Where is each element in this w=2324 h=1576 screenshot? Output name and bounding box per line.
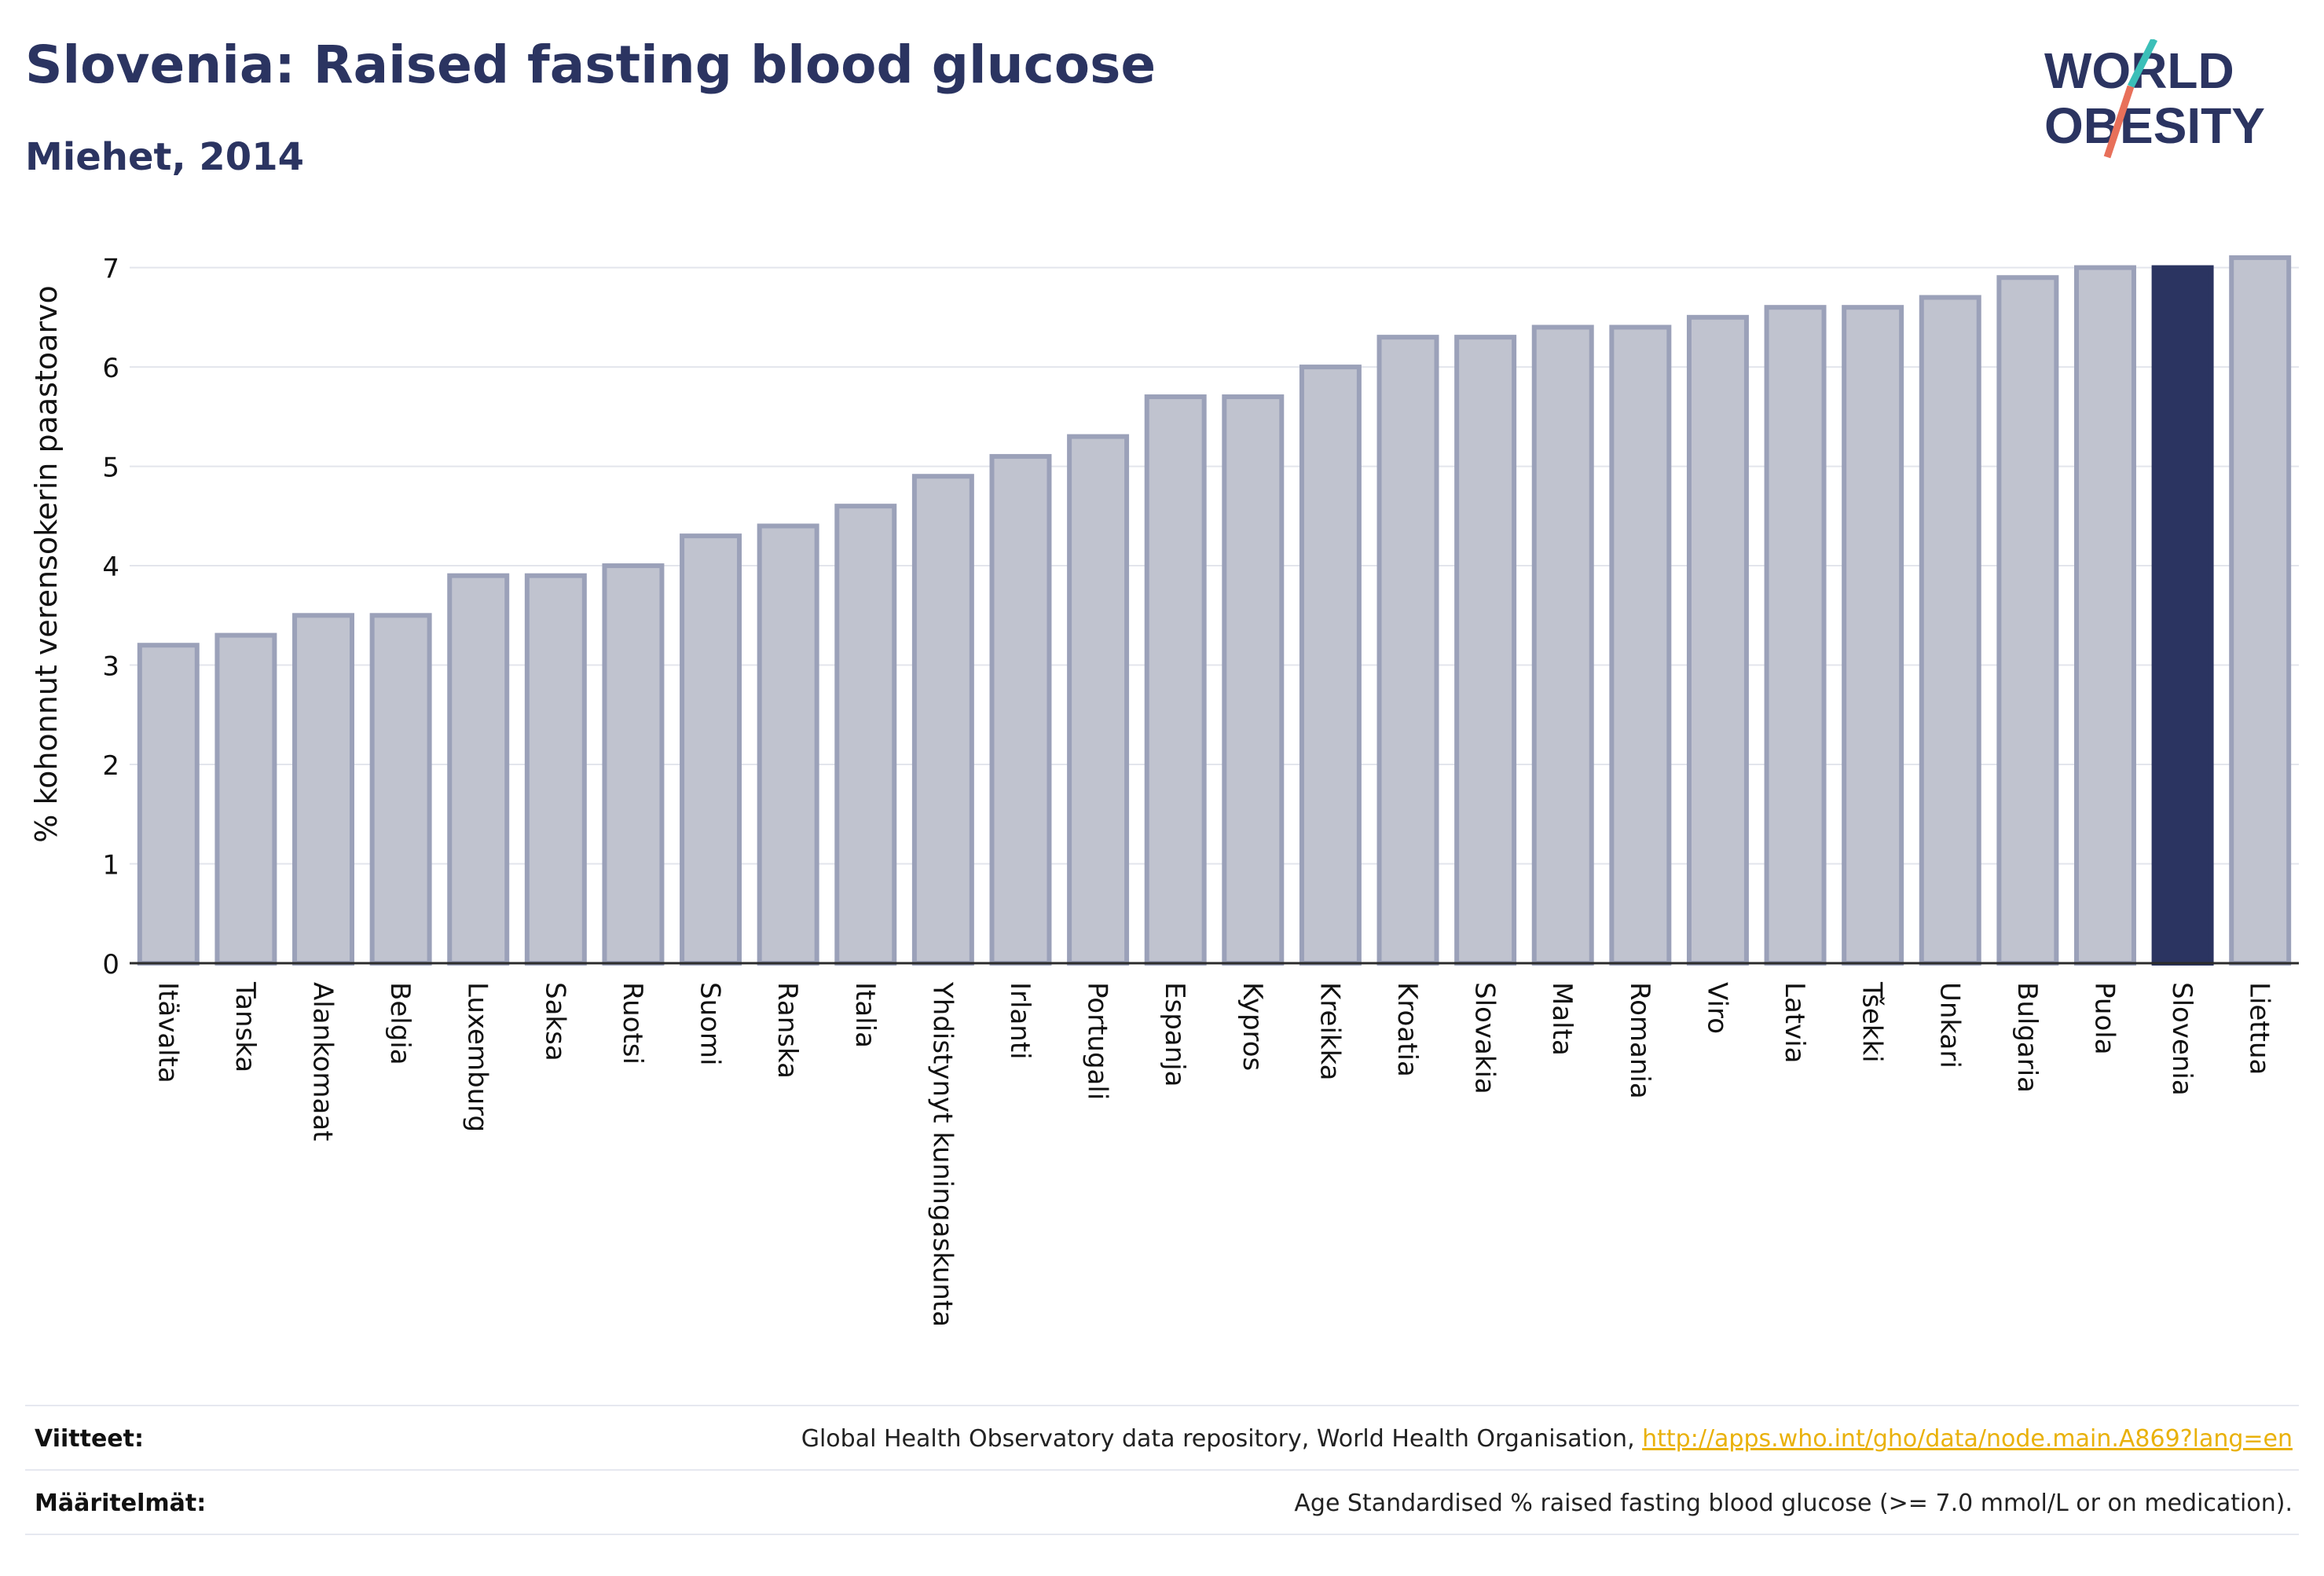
- bar-ranska: [757, 523, 819, 966]
- y-tick-label: 3: [102, 651, 119, 683]
- bar-puola: [2073, 265, 2136, 966]
- y-axis-label: % kohonnut verensokerin paastoarvo: [29, 285, 64, 842]
- x-tick-label: Suomi: [695, 982, 726, 1066]
- footer-divider-bottom: [25, 1534, 2299, 1535]
- bar-alankomaat: [292, 613, 355, 966]
- bar-romania: [1609, 324, 1672, 966]
- bar-portugali: [1067, 434, 1130, 966]
- x-tick-label: Slovenia: [2166, 982, 2198, 1096]
- bar-viro: [1686, 314, 1749, 966]
- x-tick-label: Viro: [1701, 982, 1732, 1034]
- y-tick-labels: 0 1 2 3 4 5 6 7: [102, 254, 119, 980]
- x-tick-label: Belgia: [384, 982, 416, 1065]
- x-tick-label: Liettua: [2244, 982, 2275, 1075]
- x-tick-label: Tanska: [229, 981, 261, 1072]
- x-tick-label: Malta: [1546, 982, 1578, 1056]
- x-tick-label: Kroatia: [1391, 982, 1423, 1077]
- footer-divider-middle: [25, 1469, 2299, 1471]
- definitions-label: Määritelmät:: [35, 1490, 207, 1517]
- y-tick-label: 1: [102, 850, 119, 881]
- x-tick-label: Ruotsi: [617, 982, 648, 1065]
- bar-ruotsi: [602, 563, 665, 966]
- bar-itävalta: [137, 643, 200, 966]
- references-label: Viitteet:: [35, 1425, 144, 1453]
- x-tick-label: Saksa: [539, 982, 570, 1061]
- bar-unkari: [1919, 295, 1981, 966]
- bar-tšekki: [1842, 305, 1904, 966]
- y-tick-label: 6: [102, 353, 119, 384]
- y-tick-label: 7: [102, 254, 119, 285]
- y-tick-label: 2: [102, 750, 119, 782]
- x-tick-label: Tšekki: [1857, 981, 1888, 1063]
- x-tick-label: Irlanti: [1004, 982, 1036, 1060]
- x-tick-label: Unkari: [1934, 982, 1965, 1068]
- bar-latvia: [1764, 305, 1827, 966]
- logo-line2: OBESITY: [2044, 97, 2265, 154]
- x-tick-label: Yhdistynyt kuningaskunta: [926, 981, 958, 1327]
- y-tick-label: 4: [102, 552, 119, 583]
- bar-chart: 0 1 2 3 4 5 6 7 Itävalta Tanska Alankomaat Belgia L…: [29, 254, 2299, 1327]
- chart-subtitle: Miehet, 2014: [25, 135, 304, 179]
- references-link[interactable]: http://apps.who.int/gho/data/node.main.A…: [1642, 1425, 2293, 1453]
- bars: [137, 255, 2292, 966]
- x-tick-label: Espanja: [1159, 982, 1190, 1087]
- y-tick-label: 0: [102, 949, 119, 980]
- bar-liettua: [2229, 255, 2292, 966]
- x-tick-label: Portugali: [1082, 982, 1113, 1100]
- bar-luxemburg: [447, 573, 510, 966]
- bar-irlanti: [989, 453, 1052, 966]
- bar-tanska: [214, 632, 277, 966]
- bar-malta: [1531, 324, 1594, 966]
- x-tick-label: Alankomaat: [307, 982, 339, 1142]
- bar-kreikka: [1299, 365, 1362, 966]
- references-text: Global Health Observatory data repositor…: [801, 1425, 1643, 1453]
- x-tick-label: Kreikka: [1314, 982, 1345, 1081]
- x-tick-label: Romania: [1624, 982, 1655, 1099]
- x-tick-label: Ranska: [772, 982, 803, 1079]
- world-obesity-logo: WORLD OBESITY: [2044, 39, 2265, 159]
- y-tick-label: 5: [102, 453, 119, 484]
- bar-suomi: [680, 533, 742, 966]
- bar-espanja: [1144, 394, 1207, 966]
- bar-yhdistynyt-kuningaskunta: [911, 474, 974, 966]
- bar-slovakia: [1454, 335, 1517, 966]
- logo-slash-top: [2127, 39, 2158, 89]
- x-tick-label: Itävalta: [152, 982, 183, 1083]
- x-tick-labels: Itävalta Tanska Alankomaat Belgia Luxemburg S…: [152, 981, 2275, 1327]
- logo-slash-bottom: [2103, 85, 2135, 159]
- x-tick-label: Puola: [2088, 982, 2120, 1055]
- bar-kypros: [1222, 394, 1285, 966]
- x-tick-label: Luxemburg: [462, 982, 493, 1132]
- chart-title: Slovenia: Raised fasting blood glucose: [25, 35, 1157, 95]
- references: Global Health Observatory data repositor…: [801, 1425, 2293, 1453]
- footer-divider-top: [25, 1405, 2299, 1406]
- definitions-text: Age Standardised % raised fasting blood …: [1294, 1490, 2293, 1517]
- bar-slovenia: [2151, 265, 2214, 966]
- bar-saksa: [524, 573, 587, 966]
- x-tick-label: Bulgaria: [2011, 982, 2043, 1093]
- bar-belgia: [369, 613, 432, 966]
- bar-kroatia: [1376, 335, 1439, 966]
- x-tick-label: Kypros: [1237, 982, 1268, 1071]
- x-tick-label: Latvia: [1779, 982, 1810, 1064]
- bar-bulgaria: [1996, 275, 2059, 966]
- x-tick-label: Italia: [849, 982, 881, 1048]
- bar-italia: [834, 504, 897, 966]
- x-tick-label: Slovakia: [1469, 982, 1501, 1094]
